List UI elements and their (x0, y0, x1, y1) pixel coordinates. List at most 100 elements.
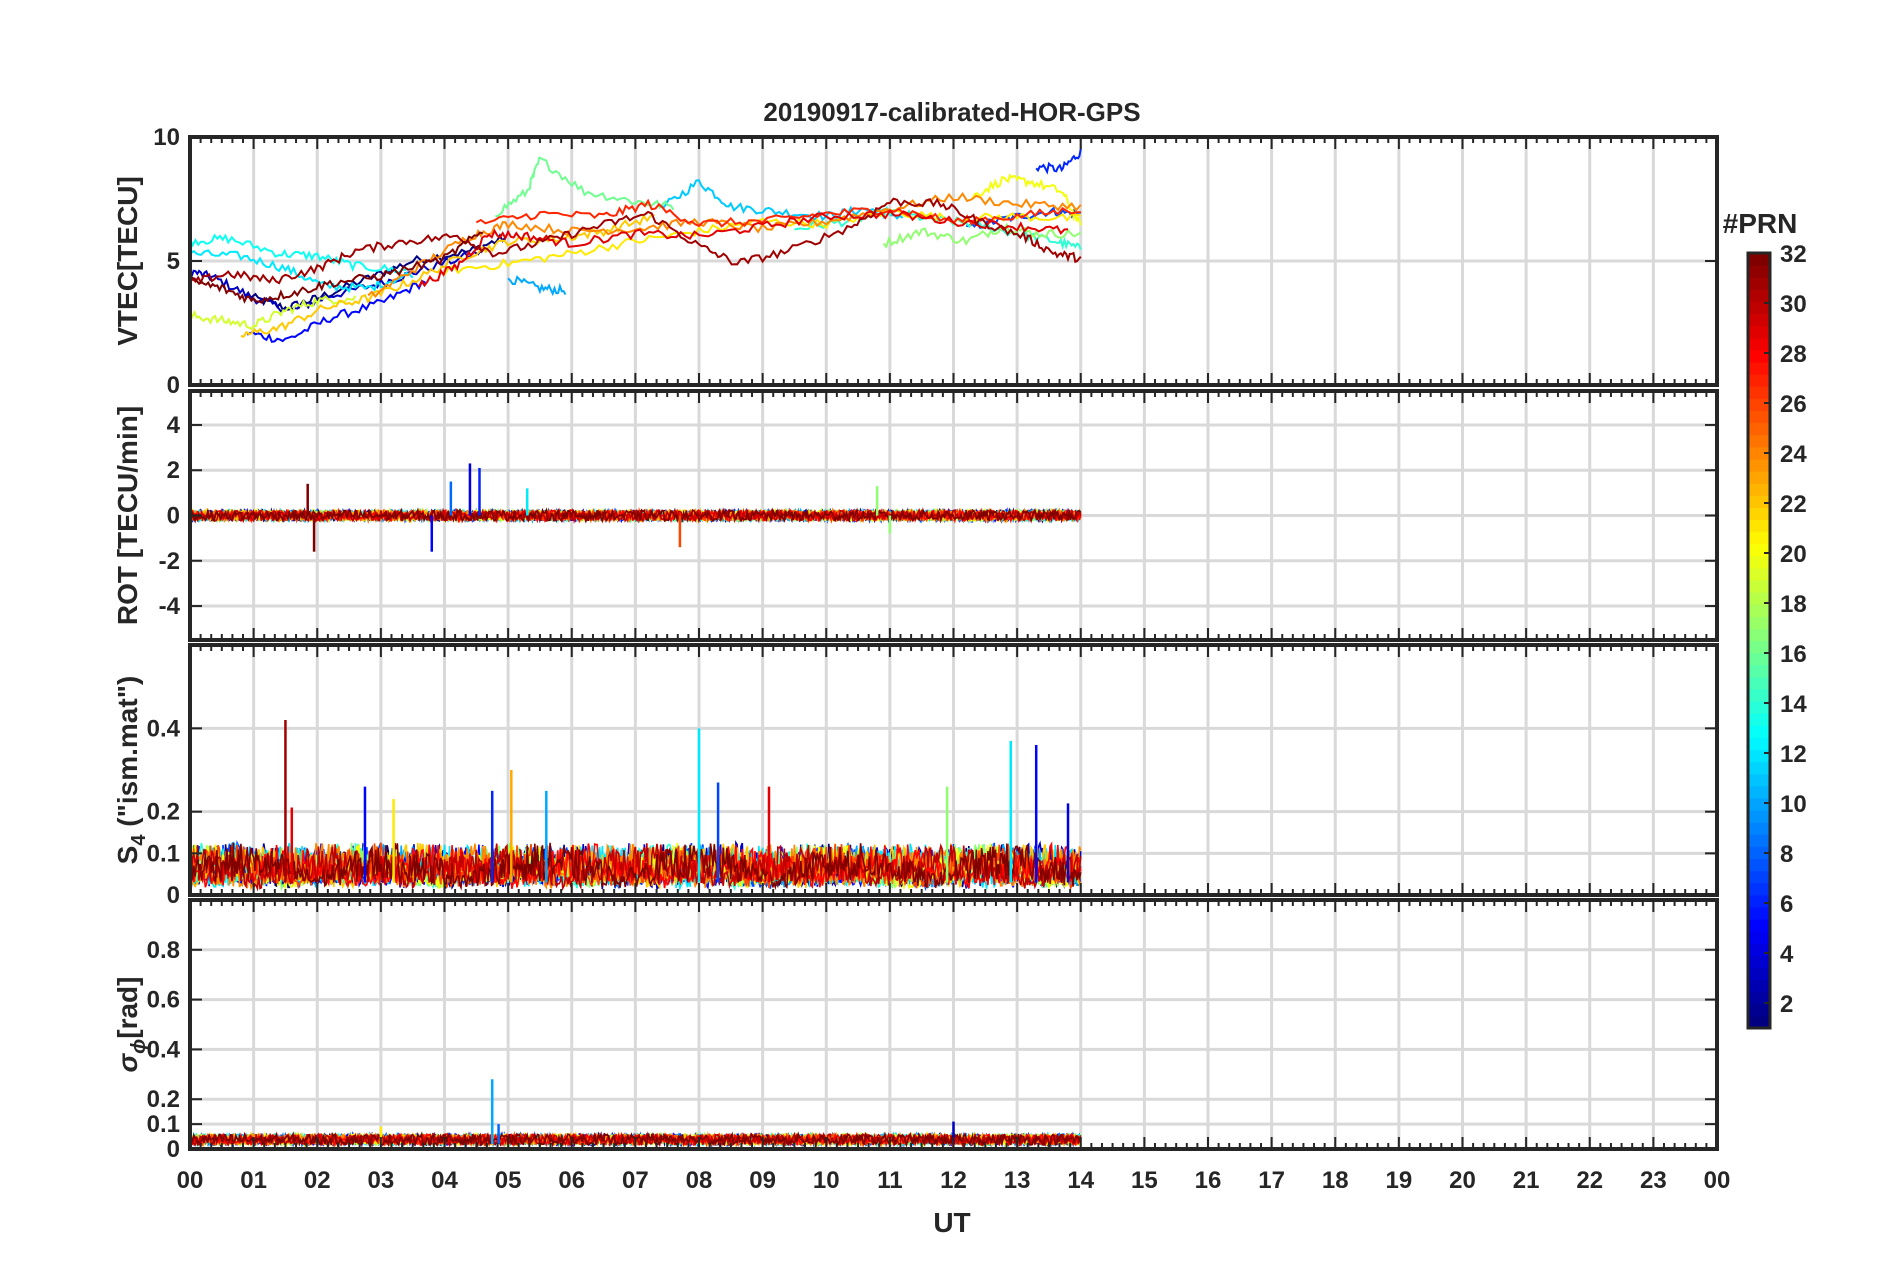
series-line-prn-29 (418, 209, 1069, 288)
colorbar-tick-label: 32 (1780, 241, 1807, 268)
series-line-prn-10 (507, 275, 567, 297)
colorbar-swatch (1748, 894, 1770, 908)
colorbar-swatch (1748, 761, 1770, 775)
x-tick-label: 12 (940, 1167, 967, 1194)
colorbar-swatch (1748, 773, 1770, 787)
series-line-prn-5 (246, 279, 426, 343)
colorbar-swatch (1748, 676, 1770, 690)
colorbar-swatch (1748, 349, 1770, 363)
colorbar-tick-label: 4 (1780, 941, 1794, 968)
x-tick-label: 02 (304, 1167, 331, 1194)
y-tick-label: 4 (167, 412, 181, 439)
x-tick-label: 06 (558, 1167, 585, 1194)
colorbar-tick-label: 6 (1780, 891, 1793, 918)
colorbar-swatch (1748, 628, 1770, 642)
colorbar-swatch (1748, 919, 1770, 932)
x-tick-label: 00 (1704, 1167, 1731, 1194)
y-tick-label: 2 (167, 457, 180, 484)
x-tick-label: 00 (177, 1167, 204, 1194)
colorbar-swatch (1748, 955, 1770, 969)
colorbar-swatch (1748, 834, 1770, 847)
series-line-prn-32 (190, 231, 483, 304)
colorbar-swatch (1748, 483, 1770, 496)
series-line-prn-22 (240, 213, 655, 338)
x-tick-label: 19 (1386, 1167, 1413, 1194)
x-tick-label: 16 (1195, 1167, 1222, 1194)
series-line-prn-13 (190, 233, 407, 274)
y-tick-label: 0 (167, 1136, 180, 1163)
colorbar-swatch (1748, 688, 1770, 702)
series-line-prn-32 (190, 507, 1082, 524)
colorbar-swatch (1748, 592, 1770, 605)
colorbar-swatch (1748, 531, 1770, 545)
colorbar-swatch (1748, 725, 1770, 738)
panel-rot: -4 -2 0 2 4 ROT [TECU/min] (112, 389, 1719, 642)
x-axis: 00 01 02 03 04 05 06 07 08 09 10 11 12 13 14 15 16 17 18 19… (177, 1167, 1731, 1194)
y-tick-label: 0.4 (147, 715, 181, 742)
y-tick-label: 10 (153, 124, 180, 151)
colorbar-swatch (1748, 858, 1770, 872)
x-tick-label: 13 (1004, 1167, 1031, 1194)
x-tick-label: 04 (431, 1167, 458, 1194)
series-line-prn-24 (367, 191, 1082, 298)
y-tick-label: 0.4 (147, 1036, 181, 1063)
colorbar-swatch (1748, 640, 1770, 654)
x-tick-label: 08 (686, 1167, 713, 1194)
series-line-prn-3 (190, 247, 484, 313)
colorbar-swatch (1748, 313, 1770, 327)
colorbar-swatch (1748, 991, 1770, 1005)
colorbar-swatch (1748, 289, 1770, 303)
colorbar-tick-label: 28 (1780, 341, 1807, 368)
series-group (190, 720, 1082, 892)
y-tick-label: 0.8 (147, 937, 180, 964)
colorbar-swatch (1748, 422, 1770, 436)
y-axis-label-rot: ROT [TECU/min] (112, 406, 143, 625)
y-tick-label: 0.2 (147, 799, 180, 826)
panel-sigma_phi: 00.10.2 0.4 0.6 0.8 σϕ[rad] (112, 898, 1719, 1163)
x-tick-label: 17 (1258, 1167, 1285, 1194)
colorbar-swatch (1748, 737, 1770, 751)
series-line-prn-32 (190, 842, 1082, 891)
x-tick-label: 14 (1067, 1167, 1094, 1194)
colorbar-swatch (1748, 967, 1770, 981)
colorbar-frame (1746, 251, 1772, 1030)
panel-s4: 0 0.1 0.2 0.4S4 ("ism.mat") (112, 643, 1719, 909)
colorbar-swatch (1748, 713, 1770, 726)
colorbar-swatch (1748, 555, 1770, 569)
colorbar-swatch (1748, 374, 1770, 387)
colorbar-swatch (1748, 507, 1770, 521)
colorbar-swatch (1748, 604, 1770, 617)
series-line-prn-31 (190, 197, 1082, 285)
x-tick-label: 10 (813, 1167, 840, 1194)
x-tick-label: 23 (1640, 1167, 1667, 1194)
colorbar-tick-label: 18 (1780, 591, 1807, 618)
colorbar-swatch (1748, 519, 1770, 533)
series-line-prn-6 (1035, 148, 1082, 175)
y-tick-label: 0 (167, 503, 180, 530)
y-tick-label: 0 (167, 882, 180, 909)
x-tick-label: 15 (1131, 1167, 1158, 1194)
colorbar-tick-label: 30 (1780, 291, 1807, 318)
colorbar-swatch (1748, 616, 1770, 629)
colorbar-tick-label: 14 (1780, 691, 1807, 718)
x-tick-label: 20 (1449, 1167, 1476, 1194)
colorbar-label: #PRN (1723, 208, 1798, 239)
colorbar-tick-label: 20 (1780, 541, 1807, 568)
y-tick-label: 0.6 (147, 987, 180, 1014)
colorbar-swatch (1748, 882, 1770, 896)
colorbar-swatch (1748, 361, 1770, 375)
colorbar-swatch (1748, 906, 1770, 920)
colorbar-swatch (1748, 846, 1770, 860)
colorbar-swatch (1748, 567, 1770, 581)
colorbar-swatch (1748, 277, 1770, 290)
x-tick-label: 21 (1513, 1167, 1540, 1194)
colorbar-swatch (1748, 749, 1770, 763)
colorbar-swatch (1748, 543, 1770, 557)
y-tick-label: 0 (167, 372, 180, 399)
colorbar-tick-label: 24 (1780, 441, 1807, 468)
x-tick-label: 03 (368, 1167, 395, 1194)
colorbar-tick-label: 22 (1780, 491, 1807, 518)
colorbar-swatch (1748, 870, 1770, 884)
